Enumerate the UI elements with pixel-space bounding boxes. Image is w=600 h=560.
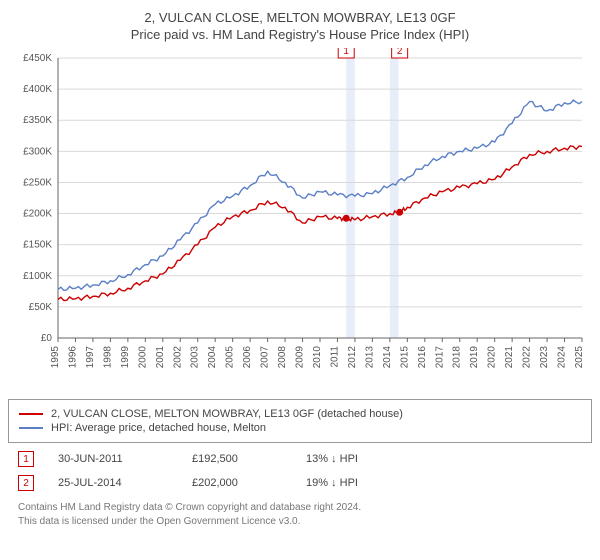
svg-text:2004: 2004 — [207, 346, 218, 369]
legend-label: 2, VULCAN CLOSE, MELTON MOWBRAY, LE13 0G… — [51, 408, 403, 420]
svg-text:1996: 1996 — [67, 346, 78, 369]
svg-text:2015: 2015 — [399, 346, 410, 369]
svg-text:2020: 2020 — [487, 346, 498, 369]
svg-text:2001: 2001 — [155, 346, 166, 369]
svg-text:2018: 2018 — [452, 346, 463, 369]
sale-index-box: 2 — [18, 475, 34, 491]
legend-row: HPI: Average price, detached house, Melt… — [19, 422, 581, 434]
svg-text:2017: 2017 — [434, 346, 445, 369]
svg-text:£450K: £450K — [23, 53, 52, 64]
svg-text:2012: 2012 — [347, 346, 358, 369]
footer-line: This data is licensed under the Open Gov… — [18, 515, 592, 529]
svg-text:£50K: £50K — [29, 302, 53, 313]
svg-text:2003: 2003 — [190, 346, 201, 369]
svg-text:£250K: £250K — [23, 177, 52, 188]
svg-text:2014: 2014 — [382, 346, 393, 369]
sale-row: 1 30-JUN-2011 £192,500 13% ↓ HPI — [8, 451, 592, 467]
svg-text:2024: 2024 — [557, 346, 568, 369]
svg-text:2013: 2013 — [364, 346, 375, 369]
svg-text:2006: 2006 — [242, 346, 253, 369]
svg-text:1999: 1999 — [120, 346, 131, 369]
svg-text:2005: 2005 — [225, 346, 236, 369]
price-chart: £0 £50K £100K £150K £200K £250K £300K £350K £400… — [8, 48, 592, 393]
sale-index-box: 1 — [18, 451, 34, 467]
svg-text:2008: 2008 — [277, 346, 288, 369]
legend-swatch — [19, 427, 43, 429]
svg-text:£400K: £400K — [23, 84, 52, 95]
svg-text:£100K: £100K — [23, 271, 52, 282]
svg-text:£350K: £350K — [23, 115, 52, 126]
svg-text:2022: 2022 — [522, 346, 533, 369]
svg-text:2021: 2021 — [504, 346, 515, 369]
svg-text:£0: £0 — [41, 333, 53, 344]
svg-text:£150K: £150K — [23, 240, 52, 251]
svg-text:2000: 2000 — [137, 346, 148, 369]
sale-marker-1 — [343, 215, 350, 222]
sale-price: £202,000 — [192, 477, 282, 489]
sale-delta: 13% ↓ HPI — [306, 453, 358, 465]
footer-attribution: Contains HM Land Registry data © Crown c… — [8, 501, 592, 529]
svg-text:£300K: £300K — [23, 146, 52, 157]
svg-text:2002: 2002 — [172, 346, 183, 369]
svg-text:2007: 2007 — [260, 346, 271, 369]
svg-text:1998: 1998 — [102, 346, 113, 369]
sale-date: 25-JUL-2014 — [58, 477, 168, 489]
sale-row: 2 25-JUL-2014 £202,000 19% ↓ HPI — [8, 475, 592, 491]
chart-svg: £0 £50K £100K £150K £200K £250K £300K £350K £400… — [8, 48, 592, 388]
svg-text:£200K: £200K — [23, 209, 52, 220]
page-subtitle: Price paid vs. HM Land Registry's House … — [8, 27, 592, 42]
svg-text:2019: 2019 — [469, 346, 480, 369]
svg-text:2: 2 — [397, 48, 403, 57]
svg-text:2016: 2016 — [417, 346, 428, 369]
svg-text:1995: 1995 — [50, 346, 61, 369]
legend-label: HPI: Average price, detached house, Melt… — [51, 422, 266, 434]
svg-text:1: 1 — [343, 48, 349, 57]
svg-text:2023: 2023 — [539, 346, 550, 369]
sale-marker-2 — [396, 209, 403, 216]
page-title: 2, VULCAN CLOSE, MELTON MOWBRAY, LE13 0G… — [8, 10, 592, 25]
svg-text:1997: 1997 — [85, 346, 96, 369]
footer-line: Contains HM Land Registry data © Crown c… — [18, 501, 592, 515]
sale-date: 30-JUN-2011 — [58, 453, 168, 465]
svg-text:2011: 2011 — [329, 346, 340, 368]
legend-swatch — [19, 413, 43, 415]
sale-price: £192,500 — [192, 453, 282, 465]
sale-delta: 19% ↓ HPI — [306, 477, 358, 489]
svg-text:2025: 2025 — [574, 346, 585, 369]
svg-text:2009: 2009 — [295, 346, 306, 369]
legend-row: 2, VULCAN CLOSE, MELTON MOWBRAY, LE13 0G… — [19, 408, 581, 420]
legend: 2, VULCAN CLOSE, MELTON MOWBRAY, LE13 0G… — [8, 399, 592, 443]
svg-text:2010: 2010 — [312, 346, 323, 369]
sales-list: 1 30-JUN-2011 £192,500 13% ↓ HPI 2 25-JUL-201… — [8, 451, 592, 491]
